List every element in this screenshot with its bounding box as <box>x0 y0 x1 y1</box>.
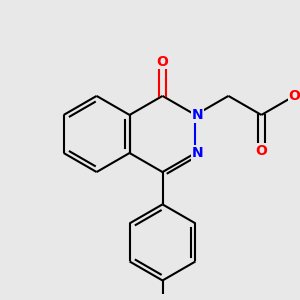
Text: N: N <box>192 146 203 160</box>
Text: O: O <box>255 144 267 158</box>
Text: O: O <box>288 89 300 103</box>
Text: O: O <box>157 55 169 69</box>
Text: N: N <box>192 108 203 122</box>
